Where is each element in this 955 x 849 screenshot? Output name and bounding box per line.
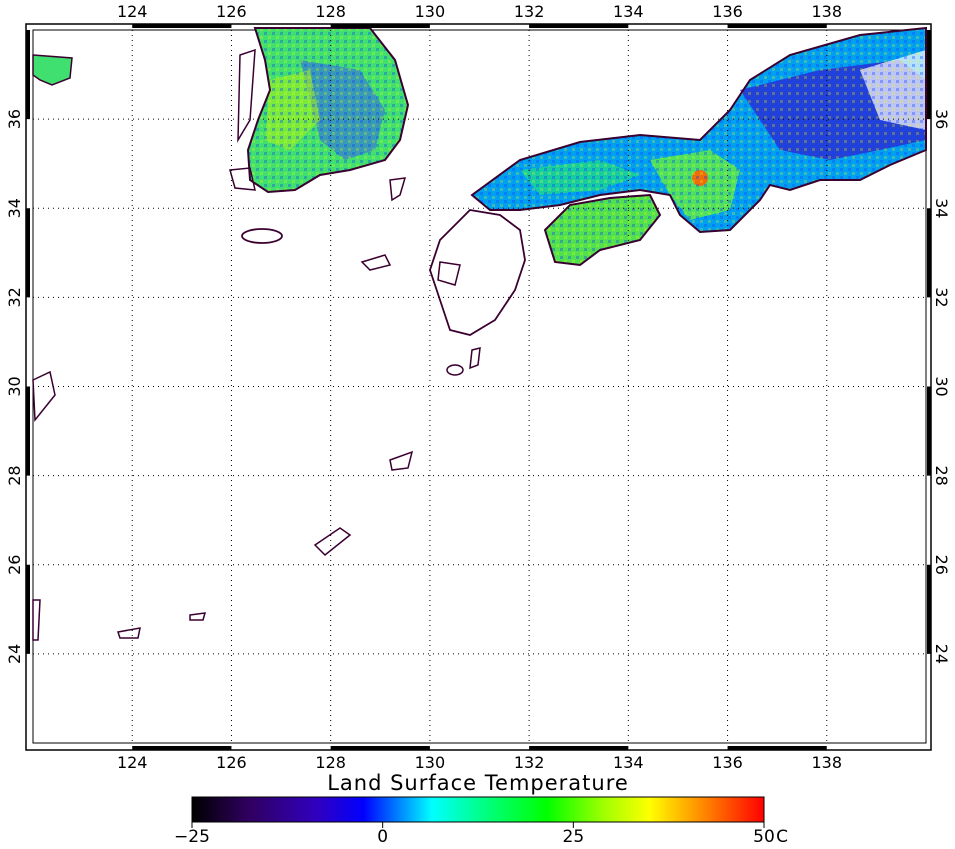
lon-tick-label-bottom: 124 — [117, 753, 148, 772]
lat-tick-label-left: 28 — [5, 465, 24, 485]
lon-tick-label-bottom: 126 — [216, 753, 247, 772]
lat-tick-label-left: 30 — [5, 376, 24, 396]
coastline-tsushima — [389, 177, 407, 202]
lat-tick-label-right: 32 — [932, 287, 951, 307]
colorbar-ticks: −25 0 25 50 C — [174, 822, 788, 847]
lon-tick-label-top: 134 — [613, 2, 644, 21]
axis-ticks: 124 124 126 126 128 128 130 130 132 132 134 134 136 1… — [5, 2, 951, 772]
colorbar-unit-label: C — [776, 827, 788, 847]
lon-tick-label-top: 132 — [514, 2, 545, 21]
lon-tick-label-bottom: 138 — [812, 753, 843, 772]
lst-field-korea — [246, 27, 410, 194]
coastline-kyushu — [429, 209, 526, 336]
lon-tick-label-top: 128 — [315, 2, 346, 21]
lst-field-honshu — [470, 26, 927, 234]
lon-tick-label-top: 136 — [712, 2, 743, 21]
map-title: Land Surface Temperature — [327, 771, 629, 795]
lat-tick-label-right: 24 — [932, 644, 951, 664]
lat-tick-label-right: 36 — [932, 109, 951, 129]
lst-field-shandong — [32, 54, 73, 86]
lat-tick-label-left: 32 — [5, 287, 24, 307]
lat-tick-label-left: 34 — [5, 198, 24, 218]
lon-tick-label-bottom: 136 — [712, 753, 743, 772]
coastline-jeju — [241, 228, 283, 244]
lat-tick-label-right: 34 — [932, 198, 951, 218]
lat-tick-label-left: 36 — [5, 109, 24, 129]
colorbar-tick-label: −25 — [174, 827, 210, 847]
colorbar-tick-label: 25 — [563, 827, 585, 847]
lon-tick-label-top: 124 — [117, 2, 148, 21]
lon-tick-label-top: 130 — [415, 2, 446, 21]
colorbar-tick-label: 0 — [377, 827, 388, 847]
lat-tick-label-right: 28 — [932, 465, 951, 485]
lon-tick-label-bottom: 132 — [514, 753, 545, 772]
lon-tick-label-top: 138 — [812, 2, 843, 21]
coastline-islands — [32, 48, 481, 641]
lon-tick-label-bottom: 134 — [613, 753, 644, 772]
lon-tick-label-bottom: 130 — [415, 753, 446, 772]
colorbar — [191, 796, 765, 823]
lst-field-shikoku — [543, 193, 662, 267]
lat-tick-label-right: 26 — [932, 555, 951, 575]
lat-tick-label-left: 26 — [5, 555, 24, 575]
colorbar-tick-label: 50 — [753, 827, 775, 847]
lat-tick-label-left: 24 — [5, 644, 24, 664]
lat-tick-label-right: 30 — [932, 376, 951, 396]
lon-tick-label-top: 126 — [216, 2, 247, 21]
lon-tick-label-bottom: 128 — [315, 753, 346, 772]
